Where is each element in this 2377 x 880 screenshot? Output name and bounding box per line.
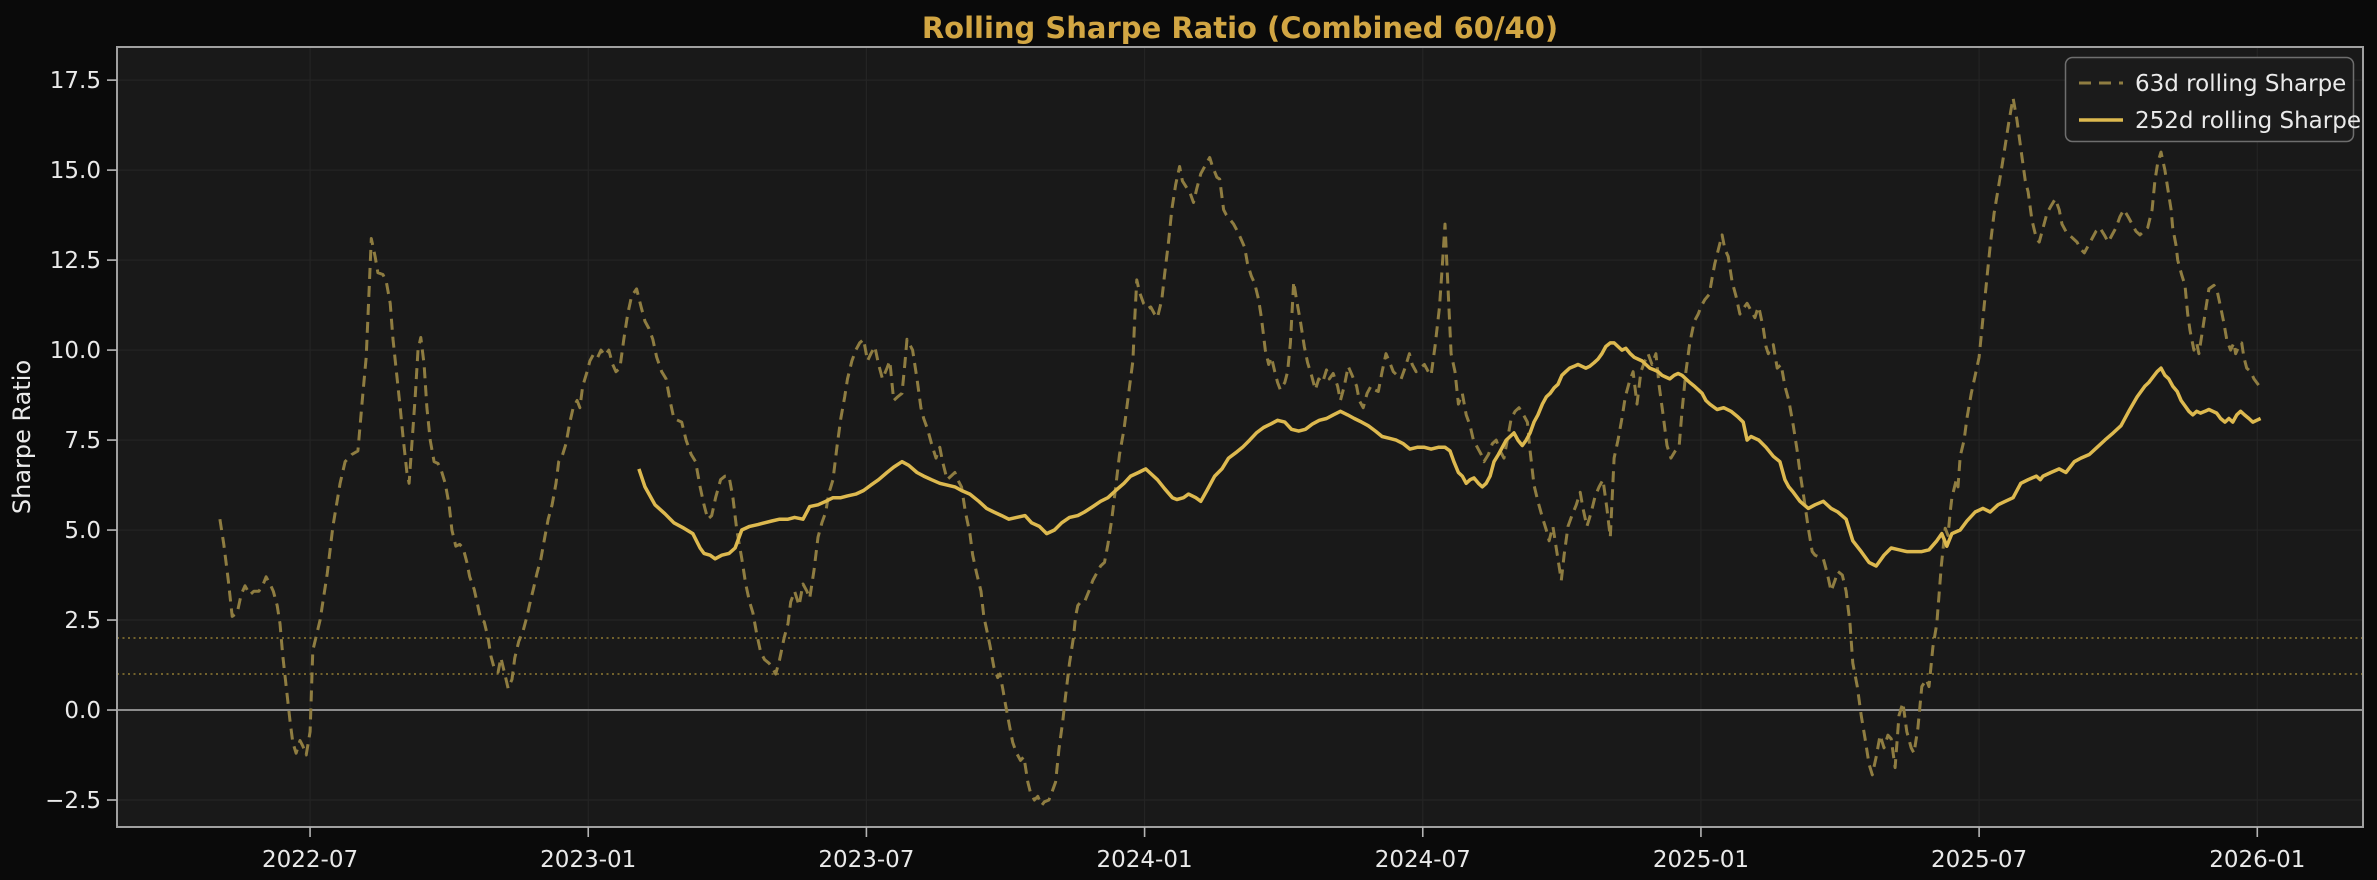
plot-area bbox=[117, 47, 2363, 827]
x-tick-label: 2025-01 bbox=[1653, 847, 1749, 873]
x-tick-label: 2023-01 bbox=[540, 847, 636, 873]
chart-title: Rolling Sharpe Ratio (Combined 60/40) bbox=[922, 11, 1558, 45]
y-tick-label: 5.0 bbox=[64, 518, 101, 544]
x-tick-label: 2024-01 bbox=[1097, 847, 1193, 873]
y-tick-label: 0.0 bbox=[64, 698, 101, 724]
axis-ticks bbox=[107, 79, 2259, 837]
x-tick-label: 2023-07 bbox=[818, 847, 914, 873]
series-lines bbox=[218, 96, 2262, 807]
y-tick-label: 7.5 bbox=[64, 428, 101, 454]
series-252d-rolling-sharpe bbox=[637, 341, 2262, 568]
y-tick-label: −2.5 bbox=[45, 788, 101, 814]
legend-label-252d: 252d rolling Sharpe bbox=[2135, 108, 2361, 134]
y-tick-label: 12.5 bbox=[50, 248, 101, 274]
x-tick-label: 2022-07 bbox=[262, 847, 358, 873]
plot-border bbox=[116, 46, 2364, 828]
gridlines bbox=[117, 47, 2363, 827]
legend: 63d rolling Sharpe 252d rolling Sharpe bbox=[2064, 56, 2361, 143]
y-axis-label: Sharpe Ratio bbox=[8, 360, 36, 514]
y-tick-label: 15.0 bbox=[50, 158, 101, 184]
x-tick-label: 2024-07 bbox=[1375, 847, 1471, 873]
x-tick-label: 2026-01 bbox=[2209, 847, 2305, 873]
x-tick-label: 2025-07 bbox=[1931, 847, 2027, 873]
y-tick-label: 17.5 bbox=[50, 68, 101, 94]
axis-tick-labels: −2.5 0.0 2.5 5.0 7.5 10.0 12.5 15.0 17.5 2022-07 2… bbox=[45, 68, 2305, 873]
legend-box bbox=[2064, 56, 2355, 143]
y-tick-label: 2.5 bbox=[64, 608, 101, 634]
reference-lines bbox=[117, 637, 2363, 712]
axes-spines bbox=[116, 46, 2364, 828]
y-tick-label: 10.0 bbox=[50, 338, 101, 364]
legend-label-63d: 63d rolling Sharpe bbox=[2135, 71, 2346, 97]
